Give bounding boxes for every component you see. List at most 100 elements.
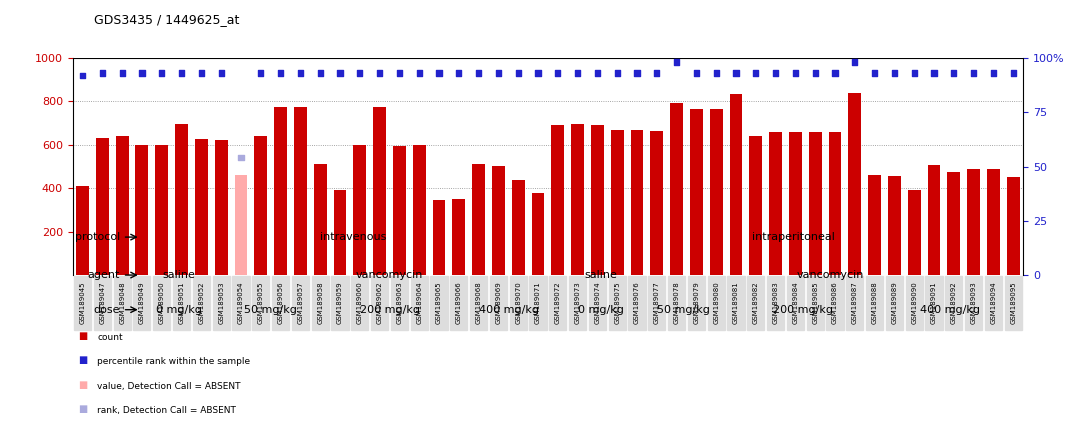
Text: saline: saline <box>162 270 195 280</box>
Bar <box>274 107 287 275</box>
Point <box>985 69 1002 76</box>
Bar <box>155 145 168 275</box>
Point <box>292 69 309 76</box>
Text: 0 mg/kg: 0 mg/kg <box>156 305 202 315</box>
Bar <box>769 132 782 275</box>
Point <box>688 69 705 76</box>
Point <box>74 71 91 79</box>
Text: 200 mg/kg: 200 mg/kg <box>360 305 420 315</box>
Point <box>233 154 250 161</box>
Point <box>588 69 606 76</box>
Text: 50 mg/kg: 50 mg/kg <box>245 305 297 315</box>
Point <box>134 69 151 76</box>
Point <box>806 69 823 76</box>
Point <box>748 69 765 76</box>
Text: ■: ■ <box>78 404 88 414</box>
Text: value, Detection Call = ABSENT: value, Detection Call = ABSENT <box>97 382 240 391</box>
Text: GDS3435 / 1449625_at: GDS3435 / 1449625_at <box>94 13 239 26</box>
Bar <box>433 200 445 275</box>
Bar <box>928 166 941 275</box>
Point <box>866 69 883 76</box>
Bar <box>808 132 821 275</box>
Bar <box>611 130 624 275</box>
Text: count: count <box>97 333 123 342</box>
Bar <box>532 193 545 275</box>
Bar <box>314 164 327 275</box>
Point <box>767 69 784 76</box>
Point <box>708 69 725 76</box>
Point <box>648 69 665 76</box>
Point <box>193 69 210 76</box>
Text: vancomycin: vancomycin <box>797 270 864 280</box>
Bar <box>254 136 267 275</box>
Text: percentile rank within the sample: percentile rank within the sample <box>97 357 250 366</box>
Point <box>331 69 348 76</box>
Point <box>846 59 863 66</box>
Point <box>549 69 566 76</box>
Bar <box>472 164 485 275</box>
Text: 200 mg/kg: 200 mg/kg <box>773 305 833 315</box>
Bar <box>729 94 742 275</box>
Point <box>965 69 983 76</box>
Bar <box>492 166 505 275</box>
Bar <box>987 169 1000 275</box>
Bar <box>96 138 109 275</box>
Text: ■: ■ <box>78 380 88 390</box>
Text: 400 mg/kg: 400 mg/kg <box>480 305 539 315</box>
Bar <box>630 130 643 275</box>
Bar <box>235 175 248 275</box>
Point <box>885 69 902 76</box>
Bar <box>393 146 406 275</box>
Bar <box>194 139 208 275</box>
Point <box>252 69 269 76</box>
Bar <box>115 136 128 275</box>
Text: protocol: protocol <box>75 232 120 242</box>
Point <box>727 69 744 76</box>
Point <box>926 69 943 76</box>
Point <box>430 69 447 76</box>
Bar <box>690 109 703 275</box>
Bar <box>571 124 584 275</box>
Bar <box>333 190 346 275</box>
Bar <box>136 145 148 275</box>
Bar <box>1007 178 1020 275</box>
Point <box>669 59 686 66</box>
Point <box>153 69 170 76</box>
Point <box>906 69 923 76</box>
Bar <box>373 107 386 275</box>
Text: vancomycin: vancomycin <box>356 270 424 280</box>
Text: 50 mg/kg: 50 mg/kg <box>657 305 710 315</box>
Point <box>371 69 388 76</box>
Bar <box>670 103 684 275</box>
Bar <box>908 190 921 275</box>
Point <box>530 69 547 76</box>
Bar <box>294 107 307 275</box>
Point <box>509 69 527 76</box>
Text: dose: dose <box>93 305 120 315</box>
Point <box>1005 69 1022 76</box>
Bar <box>354 145 366 275</box>
Point <box>569 69 586 76</box>
Bar <box>453 199 466 275</box>
Bar <box>76 186 89 275</box>
Bar <box>551 125 564 275</box>
Point <box>490 69 507 76</box>
Text: intravenous: intravenous <box>320 232 387 242</box>
Bar <box>650 131 663 275</box>
Bar <box>750 136 763 275</box>
Bar <box>512 179 524 275</box>
Bar <box>591 125 603 275</box>
Point <box>945 69 962 76</box>
Bar <box>848 92 861 275</box>
Point <box>213 69 230 76</box>
Point <box>470 69 487 76</box>
Text: 400 mg/kg: 400 mg/kg <box>920 305 979 315</box>
Text: 0 mg/kg: 0 mg/kg <box>578 305 624 315</box>
Point <box>173 69 190 76</box>
Text: ■: ■ <box>78 331 88 341</box>
Point <box>410 69 427 76</box>
Bar <box>968 169 980 275</box>
Text: rank, Detection Call = ABSENT: rank, Detection Call = ABSENT <box>97 406 236 415</box>
Bar <box>710 109 723 275</box>
Bar <box>868 175 881 275</box>
